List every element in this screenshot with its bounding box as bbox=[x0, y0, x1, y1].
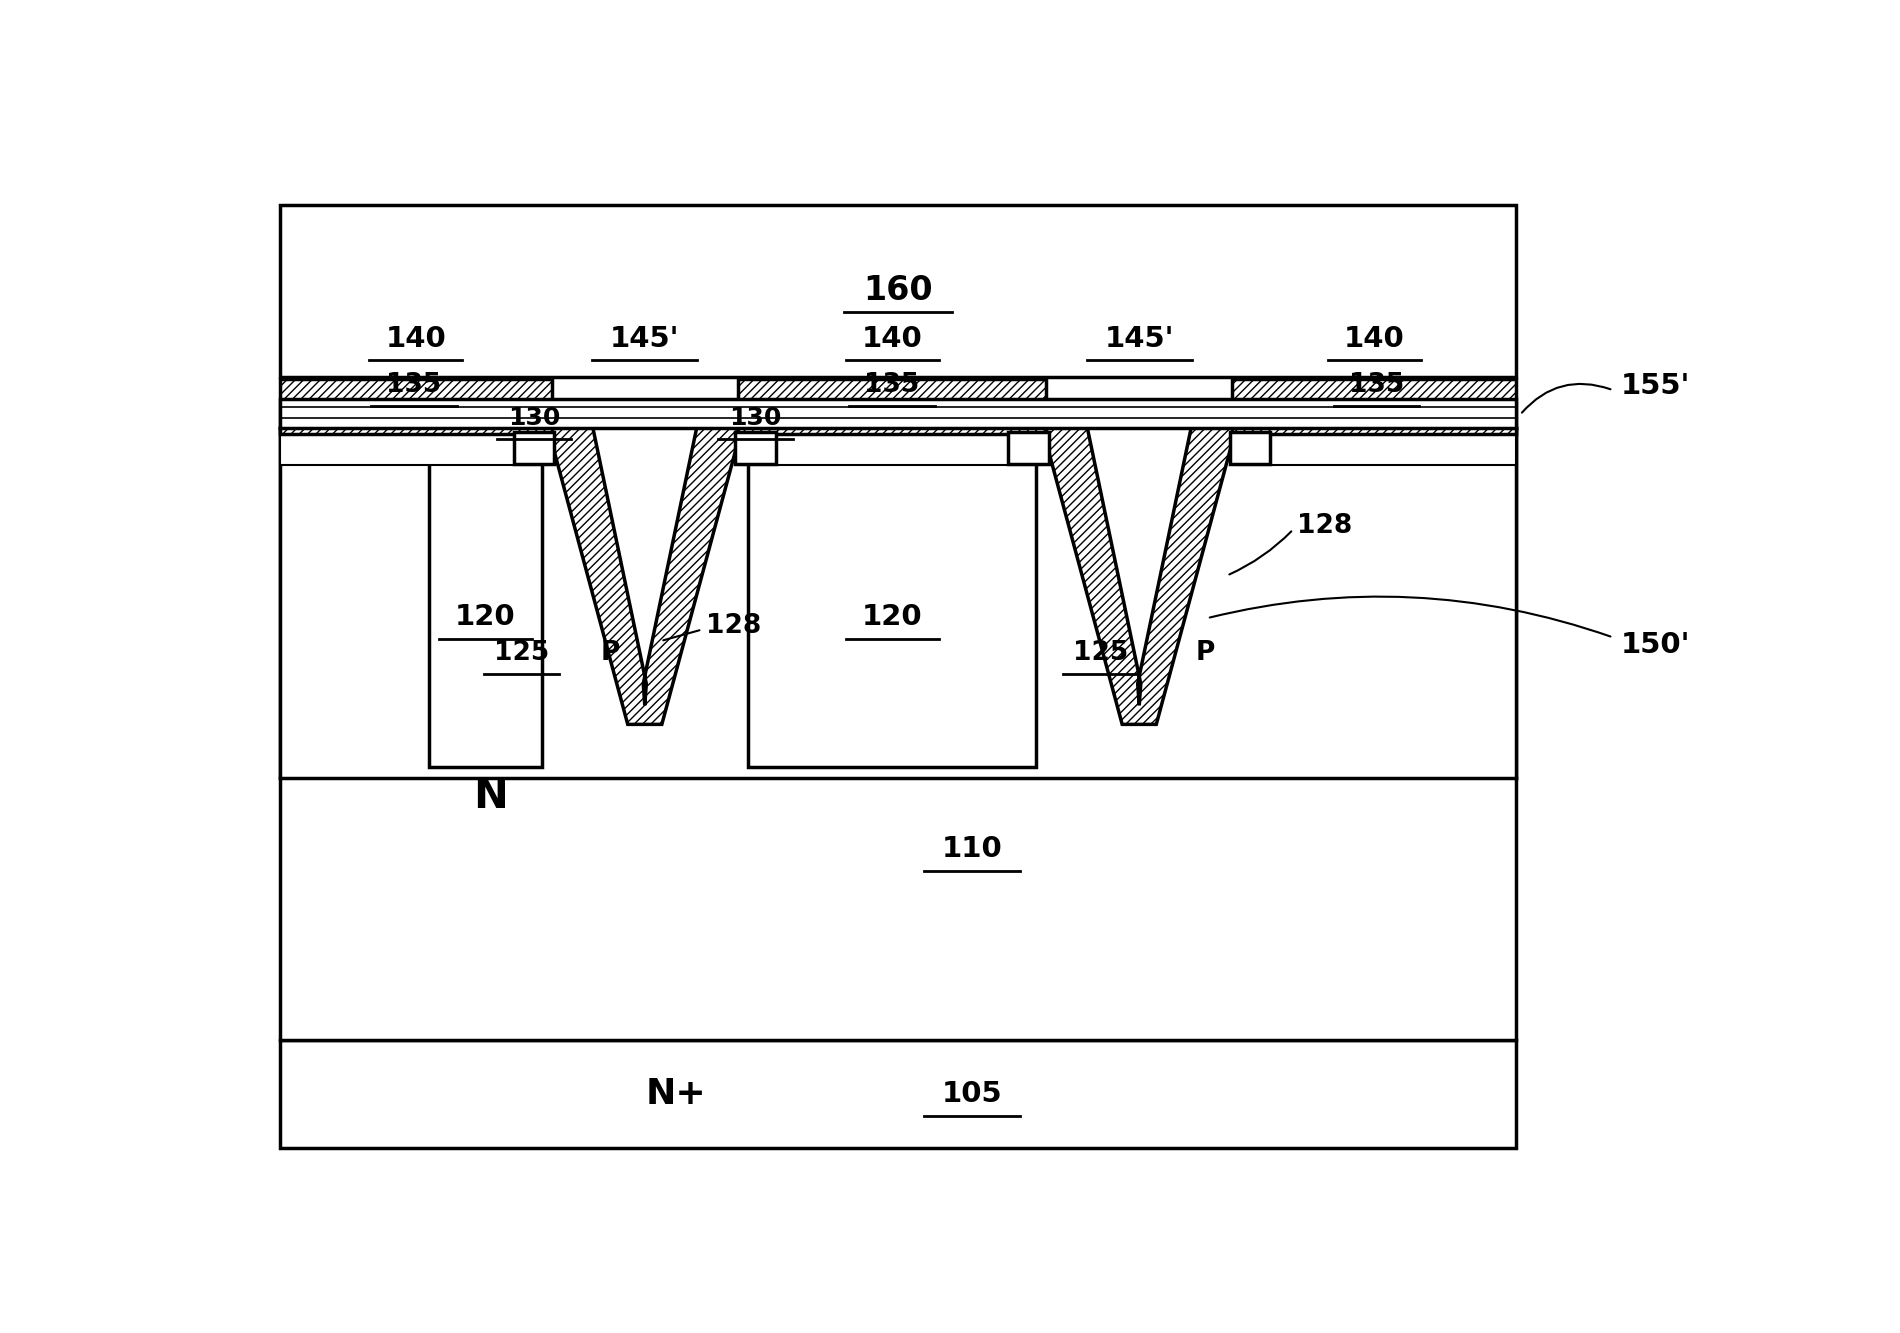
Text: 125: 125 bbox=[494, 640, 549, 666]
Text: 145': 145' bbox=[610, 325, 680, 353]
Polygon shape bbox=[1087, 424, 1191, 705]
Text: 155': 155' bbox=[1621, 372, 1691, 400]
Bar bbox=[1009, 432, 1049, 464]
Text: 128: 128 bbox=[707, 613, 762, 639]
Text: 150': 150' bbox=[1621, 631, 1691, 659]
Bar bbox=[749, 435, 1036, 766]
Bar bbox=[279, 379, 551, 435]
Bar bbox=[279, 428, 547, 465]
Text: 135: 135 bbox=[864, 372, 920, 397]
Text: 135: 135 bbox=[386, 372, 441, 397]
Text: 160: 160 bbox=[863, 275, 933, 308]
Text: 135: 135 bbox=[1349, 372, 1404, 397]
Polygon shape bbox=[547, 428, 741, 724]
Polygon shape bbox=[1043, 428, 1237, 724]
Bar bbox=[1229, 432, 1271, 464]
Bar bbox=[1237, 428, 1516, 465]
Text: 130: 130 bbox=[730, 407, 781, 431]
Bar bbox=[279, 1040, 1516, 1148]
Text: 125: 125 bbox=[1074, 640, 1129, 666]
Bar bbox=[1233, 379, 1516, 435]
Text: 140: 140 bbox=[386, 325, 446, 353]
Text: N: N bbox=[473, 774, 507, 817]
Bar bbox=[741, 428, 1043, 465]
Bar bbox=[279, 399, 1516, 428]
Text: N+: N+ bbox=[646, 1077, 707, 1110]
Text: P: P bbox=[1195, 640, 1214, 666]
Text: 140: 140 bbox=[861, 325, 922, 353]
Bar bbox=[429, 435, 542, 766]
Text: 120: 120 bbox=[863, 603, 922, 631]
Bar bbox=[279, 428, 1516, 1040]
Text: 130: 130 bbox=[507, 407, 560, 431]
Polygon shape bbox=[279, 428, 1516, 778]
Bar bbox=[279, 205, 1516, 377]
Text: 110: 110 bbox=[942, 836, 1003, 864]
Text: 128: 128 bbox=[1298, 512, 1353, 539]
Bar bbox=[735, 432, 775, 464]
Text: 120: 120 bbox=[456, 603, 515, 631]
Bar bbox=[737, 379, 1047, 435]
Text: P: P bbox=[600, 640, 621, 666]
Bar bbox=[513, 432, 555, 464]
Polygon shape bbox=[593, 424, 697, 705]
Text: 105: 105 bbox=[942, 1080, 1003, 1108]
Text: 145': 145' bbox=[1104, 325, 1174, 353]
Text: 140: 140 bbox=[1343, 325, 1404, 353]
